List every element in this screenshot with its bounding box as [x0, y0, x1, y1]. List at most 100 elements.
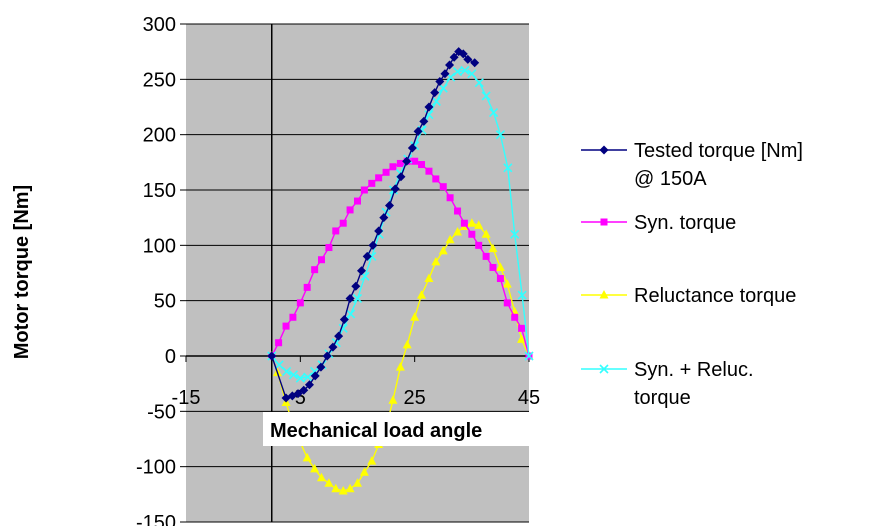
series-1-point-11 [346, 206, 354, 214]
series-3-point-1 [274, 360, 284, 370]
legend-label-1-0: Syn. torque [634, 212, 736, 234]
legend-marker-3 [599, 364, 609, 374]
series-3-point-36 [524, 351, 534, 361]
series-2-point-19 [402, 339, 412, 349]
y-axis-title: Motor torque [Nm] [11, 185, 33, 359]
series-1-point-9 [332, 227, 340, 235]
series-2-point-11 [345, 483, 355, 493]
series-2-point-23 [431, 256, 441, 266]
series-0-point-12 [345, 293, 355, 303]
series-0-point-30 [445, 60, 455, 70]
series-0-point-8 [322, 351, 332, 361]
series-2-point-22 [424, 273, 434, 283]
series-2-point-25 [445, 234, 455, 244]
series-0-point-3 [293, 389, 303, 399]
series-1-point-31 [489, 263, 497, 271]
series-1-point-33 [503, 299, 511, 307]
series-1-point-25 [446, 194, 454, 202]
series-1-point-3 [289, 313, 297, 321]
series-2-point-29 [474, 220, 484, 229]
xlabel-background [263, 412, 562, 446]
series-1-point-20 [411, 157, 419, 165]
series-1-point-24 [439, 183, 447, 191]
series-3-point-33 [503, 163, 513, 173]
series-0-point-23 [407, 143, 417, 153]
series-1-point-23 [432, 175, 440, 183]
series-3-point-5 [303, 372, 313, 382]
series-2-point-6 [310, 463, 320, 473]
series-1-point-6 [311, 266, 319, 274]
series-1-point-16 [382, 168, 390, 176]
series-3-point-30 [481, 91, 491, 101]
series-0-point-9 [328, 342, 338, 352]
series-2-point-8 [324, 478, 334, 487]
series-0-point-29 [440, 69, 450, 79]
series-2-point-14 [367, 456, 377, 465]
series-1-point-32 [496, 275, 504, 283]
series-3-point-11 [346, 309, 356, 319]
plot-area [186, 24, 529, 522]
y-tick-label-7: -50 [147, 401, 176, 423]
series-3-point-31 [488, 107, 499, 118]
series-2-point-17 [388, 395, 398, 404]
series-2-point-18 [395, 362, 405, 371]
series-0-point-24 [413, 126, 423, 136]
series-0-point-33 [458, 49, 468, 59]
series-3-point-27 [460, 65, 470, 76]
series-1-point-26 [454, 207, 462, 215]
series-3-point-22 [424, 110, 434, 120]
series-0-point-21 [396, 172, 406, 182]
series-1-point-10 [339, 219, 347, 227]
series-1-point-13 [360, 186, 368, 194]
series-0-point-25 [419, 116, 429, 126]
x-tick-label-0: -15 [172, 387, 201, 409]
series-1-point-4 [296, 299, 304, 307]
legend: Tested torque [Nm] @ 150A Syn. torque Reluc… [581, 140, 803, 409]
legend-marker-2 [599, 290, 609, 299]
series-3-point-34 [510, 229, 520, 239]
series-0-point-7 [316, 362, 326, 372]
series-0-point-35 [470, 58, 480, 68]
series-0-point-20 [390, 184, 400, 194]
legend-marker-0 [599, 145, 609, 155]
series-3-point-4 [295, 373, 305, 383]
series-0-point-11 [339, 314, 349, 324]
series-3-point-3 [288, 370, 299, 380]
y-tick-label-1: 250 [143, 69, 176, 91]
series-2-point-26 [453, 227, 463, 236]
series-0-point-10 [334, 331, 344, 341]
series-0-point-27 [430, 88, 440, 98]
legend-label-3-1: torque [634, 387, 691, 409]
series-2-point-28 [467, 218, 477, 227]
series-0-point-15 [362, 251, 372, 261]
series-3-point-26 [452, 67, 463, 77]
series-0-point-0 [267, 351, 277, 361]
x-tick-label-1: 5 [295, 387, 306, 409]
series-1-point-27 [460, 219, 468, 227]
y-tick-label-9: -150 [136, 512, 176, 526]
series-0-point-26 [424, 102, 434, 112]
series-2-point-10 [338, 486, 348, 495]
y-tick-label-0: 300 [143, 14, 176, 36]
series-2-point-30 [481, 229, 491, 238]
series-0-point-22 [402, 156, 412, 166]
series-3-point-12 [352, 293, 363, 304]
series-1-point-18 [396, 159, 404, 167]
series-2-point-35 [517, 334, 527, 343]
series-0-point-19 [385, 200, 395, 210]
series-2-point-20 [410, 312, 420, 321]
series-2-point-5 [302, 452, 312, 462]
series-3-point-2 [282, 366, 292, 377]
legend-label-2-0: Reluctance torque [634, 285, 796, 307]
y-tick-label-2: 200 [143, 125, 176, 147]
x-tick-label-2: 25 [404, 387, 426, 409]
legend-label-0-1: @ 150A [634, 168, 707, 190]
series-1-point-34 [511, 313, 519, 321]
series-2-point-21 [417, 290, 427, 299]
y-tick-label-4: 100 [143, 235, 176, 257]
x-tick-label-3: 45 [518, 387, 540, 409]
series-2-point-31 [488, 243, 498, 253]
series-0-point-13 [351, 281, 361, 291]
